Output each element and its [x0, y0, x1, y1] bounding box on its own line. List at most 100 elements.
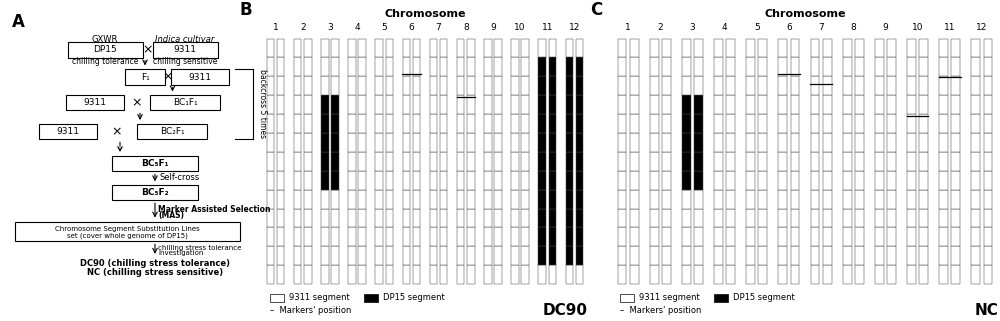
Bar	[662, 152, 671, 171]
Bar	[413, 114, 420, 133]
Bar	[907, 190, 916, 209]
Bar	[714, 190, 723, 209]
Bar	[521, 171, 529, 190]
Bar	[521, 152, 529, 171]
Bar	[403, 95, 410, 114]
Bar	[358, 114, 366, 133]
Bar	[538, 76, 546, 95]
Bar	[791, 190, 799, 209]
Bar	[907, 227, 916, 246]
Bar	[375, 57, 383, 76]
Bar	[511, 209, 519, 227]
Bar	[440, 57, 447, 76]
Bar	[375, 265, 383, 284]
Bar	[694, 171, 703, 190]
Bar	[694, 152, 703, 171]
Bar	[521, 95, 529, 114]
Text: (MAS): (MAS)	[158, 211, 184, 220]
Bar	[331, 227, 339, 246]
Bar	[440, 171, 447, 190]
Bar	[726, 76, 735, 95]
Bar	[951, 152, 960, 171]
Bar	[984, 190, 992, 209]
Bar	[294, 209, 301, 227]
Bar	[907, 57, 916, 76]
Text: 2: 2	[657, 23, 663, 32]
Bar	[843, 76, 852, 95]
Bar	[457, 246, 464, 265]
Bar	[662, 133, 671, 152]
Bar	[811, 246, 819, 265]
Bar	[277, 209, 284, 227]
Text: Chromosome: Chromosome	[764, 9, 846, 19]
Bar	[457, 114, 464, 133]
Bar	[907, 171, 916, 190]
Bar	[549, 114, 556, 133]
Bar	[726, 227, 735, 246]
Bar	[984, 76, 992, 95]
Bar	[682, 76, 691, 95]
Bar	[484, 76, 492, 95]
Bar	[630, 190, 639, 209]
Bar	[855, 190, 864, 209]
Bar	[662, 265, 671, 284]
Bar	[403, 209, 410, 227]
Bar	[511, 114, 519, 133]
Bar	[662, 246, 671, 265]
Bar	[294, 152, 301, 171]
Bar	[321, 227, 329, 246]
Text: 10: 10	[514, 23, 526, 32]
Bar	[811, 265, 819, 284]
Bar	[939, 246, 948, 265]
Bar	[843, 39, 852, 57]
Bar	[939, 76, 948, 95]
Bar	[277, 39, 284, 57]
Bar	[620, 294, 634, 302]
Bar	[843, 95, 852, 114]
Bar	[549, 57, 556, 76]
Bar	[971, 246, 980, 265]
Bar	[152, 42, 218, 58]
Bar	[267, 133, 274, 152]
Bar	[811, 76, 819, 95]
Bar	[971, 209, 980, 227]
Bar	[907, 76, 916, 95]
Bar	[791, 95, 799, 114]
Bar	[843, 133, 852, 152]
Bar	[348, 39, 356, 57]
Bar	[984, 114, 992, 133]
Bar	[430, 39, 437, 57]
Bar	[358, 171, 366, 190]
Bar	[267, 265, 274, 284]
Bar	[919, 95, 928, 114]
Bar	[538, 246, 546, 265]
Bar	[855, 76, 864, 95]
Bar	[971, 39, 980, 57]
Bar	[887, 265, 896, 284]
Bar	[746, 39, 755, 57]
Bar	[304, 190, 312, 209]
Bar	[887, 95, 896, 114]
Bar	[576, 114, 583, 133]
Bar	[467, 57, 475, 76]
Bar	[682, 95, 691, 114]
Text: DC90: DC90	[543, 303, 588, 318]
Bar	[440, 39, 447, 57]
Bar	[855, 57, 864, 76]
Bar	[331, 76, 339, 95]
Bar	[951, 133, 960, 152]
Text: 9311: 9311	[84, 98, 106, 107]
Bar	[294, 95, 301, 114]
Bar	[630, 95, 639, 114]
Bar	[758, 114, 767, 133]
Bar	[277, 265, 284, 284]
Text: Self-cross: Self-cross	[160, 173, 200, 182]
Bar	[321, 209, 329, 227]
Bar	[538, 95, 546, 114]
Bar	[630, 152, 639, 171]
Bar	[823, 246, 832, 265]
Bar	[984, 95, 992, 114]
Bar	[778, 209, 787, 227]
Text: 5: 5	[754, 23, 760, 32]
Bar	[386, 152, 393, 171]
